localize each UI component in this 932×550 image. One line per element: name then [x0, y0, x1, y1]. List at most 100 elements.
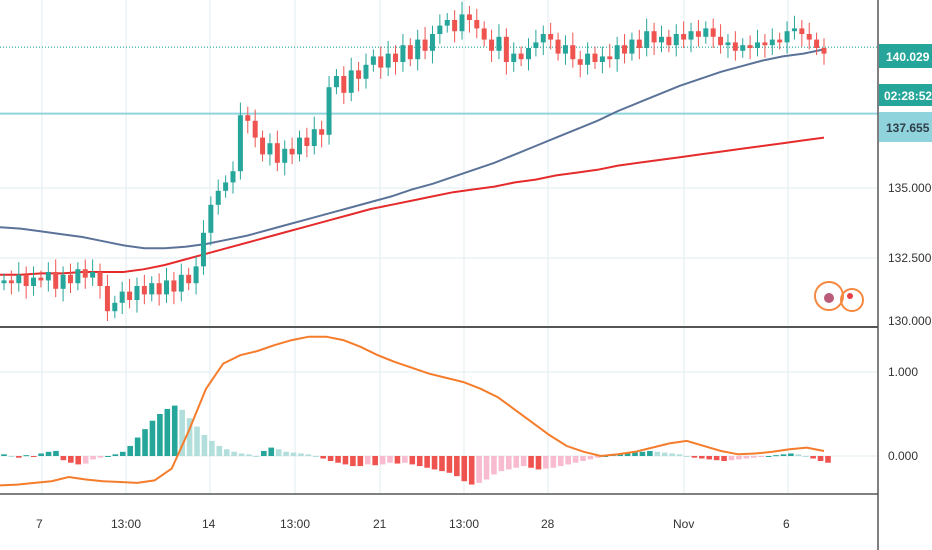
candle[interactable] — [348, 57, 354, 102]
candle[interactable] — [444, 13, 450, 33]
candle[interactable] — [200, 220, 206, 275]
candle[interactable] — [171, 272, 177, 305]
candle[interactable] — [53, 259, 59, 298]
candle[interactable] — [208, 196, 214, 246]
candle[interactable] — [82, 259, 88, 289]
candle[interactable] — [762, 34, 768, 58]
candle[interactable] — [223, 175, 229, 198]
candle[interactable] — [119, 281, 125, 314]
candle[interactable] — [651, 22, 657, 55]
candle[interactable] — [777, 32, 783, 50]
moving-average-slow[interactable] — [0, 136, 825, 276]
candle[interactable] — [407, 38, 413, 67]
candle[interactable] — [688, 22, 694, 53]
candle[interactable] — [215, 179, 221, 215]
candle[interactable] — [378, 46, 384, 79]
candle[interactable] — [230, 161, 236, 194]
candle[interactable] — [666, 29, 672, 53]
candle[interactable] — [503, 28, 509, 75]
candle[interactable] — [821, 38, 827, 65]
candle[interactable] — [791, 15, 797, 40]
candle[interactable] — [673, 24, 679, 57]
candle[interactable] — [755, 29, 761, 57]
candle[interactable] — [459, 1, 465, 40]
candle[interactable] — [341, 66, 347, 104]
candle[interactable] — [489, 29, 495, 62]
time-axis[interactable]: 7 13:00 14 13:00 21 13:00 28 Nov 6 — [36, 517, 790, 531]
candle[interactable] — [289, 137, 295, 165]
candle[interactable] — [45, 262, 51, 292]
candle[interactable] — [186, 267, 192, 291]
candle[interactable] — [577, 50, 583, 78]
candle[interactable] — [622, 34, 628, 64]
candle[interactable] — [658, 25, 664, 53]
candle[interactable] — [296, 130, 302, 162]
candle[interactable] — [592, 46, 598, 69]
candle[interactable] — [245, 106, 251, 134]
candle[interactable] — [319, 120, 325, 148]
candle[interactable] — [67, 263, 73, 293]
candle[interactable] — [718, 24, 724, 54]
candle[interactable] — [149, 276, 155, 302]
candle[interactable] — [1, 273, 7, 291]
candle[interactable] — [8, 270, 14, 295]
candle[interactable] — [703, 21, 709, 44]
candle[interactable] — [496, 24, 502, 60]
candle[interactable] — [16, 262, 22, 292]
candle[interactable] — [164, 267, 170, 303]
macd-signal-line[interactable] — [0, 335, 825, 487]
candle[interactable] — [725, 34, 731, 58]
candle[interactable] — [385, 41, 391, 76]
candle[interactable] — [23, 266, 29, 299]
candle[interactable] — [127, 279, 133, 309]
candle[interactable] — [237, 102, 243, 180]
macd-pane[interactable] — [0, 335, 831, 487]
candle[interactable] — [526, 38, 532, 71]
candle[interactable] — [518, 46, 524, 67]
candle[interactable] — [570, 32, 576, 68]
price-axis[interactable]: 135.000 132.500 130.000 — [888, 181, 932, 328]
candle[interactable] — [178, 263, 184, 302]
candle[interactable] — [90, 259, 96, 286]
candle[interactable] — [437, 14, 443, 44]
candle[interactable] — [452, 10, 458, 43]
candle[interactable] — [193, 256, 199, 295]
candle[interactable] — [156, 273, 162, 306]
candle[interactable] — [429, 25, 435, 64]
candle[interactable] — [784, 21, 790, 54]
candle[interactable] — [112, 295, 118, 319]
candle[interactable] — [710, 18, 716, 48]
candle[interactable] — [681, 21, 687, 48]
candle[interactable] — [415, 29, 421, 71]
candle[interactable] — [769, 28, 775, 55]
candle[interactable] — [400, 34, 406, 72]
candle[interactable] — [814, 32, 820, 55]
candle[interactable] — [806, 22, 812, 50]
candle[interactable] — [282, 140, 288, 176]
candle[interactable] — [740, 38, 746, 58]
candle[interactable] — [474, 8, 480, 39]
candle[interactable] — [60, 266, 66, 302]
candle[interactable] — [75, 262, 81, 291]
candle[interactable] — [799, 20, 805, 47]
candle[interactable] — [104, 274, 110, 321]
candle[interactable] — [540, 25, 546, 55]
candle[interactable] — [31, 266, 37, 296]
candle[interactable] — [422, 27, 428, 60]
candle[interactable] — [333, 69, 339, 95]
candle[interactable] — [481, 21, 487, 47]
candle[interactable] — [644, 18, 650, 57]
candle[interactable] — [466, 6, 472, 33]
candle[interactable] — [562, 35, 568, 65]
candle[interactable] — [134, 277, 140, 313]
candle[interactable] — [636, 29, 642, 60]
candle[interactable] — [585, 42, 591, 75]
candle[interactable] — [695, 20, 701, 47]
candle[interactable] — [747, 35, 753, 60]
candle[interactable] — [548, 22, 554, 50]
candle[interactable] — [141, 274, 147, 305]
candle[interactable] — [97, 263, 103, 299]
candle[interactable] — [370, 49, 376, 72]
candle[interactable] — [393, 45, 399, 75]
